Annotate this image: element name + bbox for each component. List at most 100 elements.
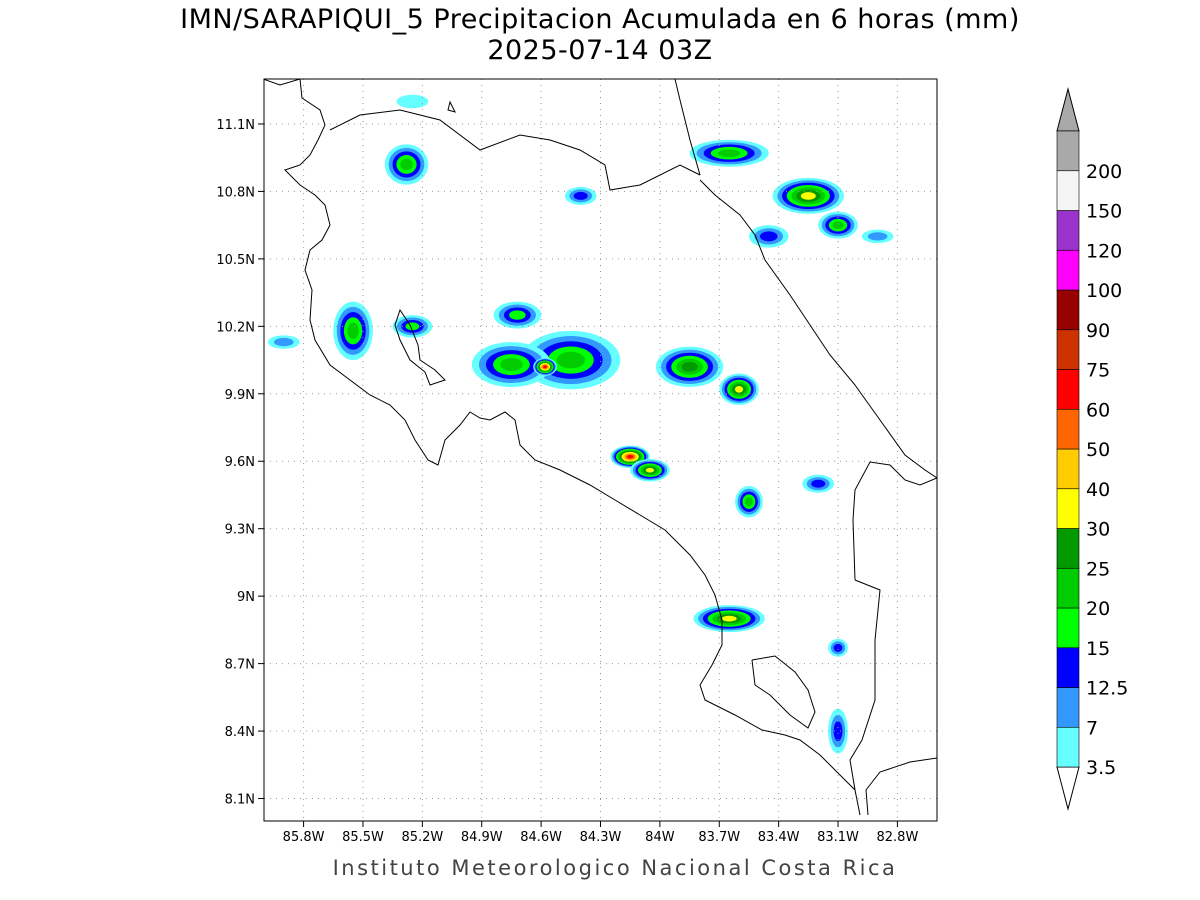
colorbar-label: 12.5 [1086,678,1128,700]
precip-cell [521,330,621,390]
lat-tick-label: 9N [237,590,255,605]
precip-cell [719,373,759,406]
lat-tick-label: 8.7N [225,658,255,673]
precip-contour [833,643,843,652]
colorbar-swatch [1056,408,1080,450]
colorbar: 3.5 7 12.5 15 20 25 30 40 50 60 75 90 100 120 150 200 [1056,87,1128,811]
colorbar-swatch [1056,528,1080,569]
precip-contour [543,365,547,369]
colorbar-label: 50 [1086,439,1110,461]
map-grid [264,79,937,821]
colorbar-label: 150 [1086,201,1122,223]
precip-contour [734,385,744,393]
colorbar-lower-arrow [1056,766,1080,811]
precip-contour [867,232,888,241]
lon-tick-label: 82.8W [877,830,919,845]
precip-cell [630,458,670,482]
colorbar-swatch [1056,289,1080,331]
colorbar-swatch [1056,687,1080,728]
border-panama [849,579,881,791]
coastline-layer [264,79,937,816]
precip-cell [655,346,724,388]
colorbar-label: 20 [1086,598,1110,620]
precip-contour [681,361,698,372]
precip-cell [772,177,844,214]
precip-contour [800,192,816,200]
lon-tick-label: 84.3W [580,830,622,845]
colorbar-swatch [1056,249,1080,291]
precip-cell [828,708,848,754]
colorbar-label: 40 [1086,479,1110,501]
colorbar-label: 90 [1086,320,1110,342]
precip-contour [717,149,741,158]
precip-contour [645,467,655,473]
lat-tick-label: 8.1N [225,793,255,808]
colorbar-label: 200 [1086,161,1122,183]
map-axes: 85.8W 85.5W 85.2W 84.9W 84.6W 84.3W 84W 83.7W 83… [216,118,918,845]
coastline-nicoya-inner [394,308,446,386]
colorbar-swatch [1056,607,1080,649]
precip-contour [721,615,737,622]
precip-contour [832,221,844,230]
lon-tick-label: 83.7W [698,830,740,845]
colorbar-swatch [1056,210,1080,251]
colorbar-swatch [1056,170,1080,211]
precip-cell [384,144,429,185]
precip-cell [861,229,894,244]
colorbar-label: 60 [1086,399,1110,421]
precip-contour [573,191,588,200]
coastline-pacific [284,79,861,816]
map-title: IMN/SARAPIQUI_5 Precipitacion Acumulada … [180,4,1020,35]
colorbar-label: 100 [1086,280,1122,302]
panama-pacific [865,757,937,816]
lon-tick-label: 84W [645,830,675,845]
precip-cell [333,301,373,361]
lon-tick-label: 83.1W [817,830,859,845]
colorbar-swatch [1056,130,1080,172]
precip-contour [833,721,843,742]
precip-contour [400,158,413,171]
colorbar-swatch [1056,647,1080,688]
coastline-caribbean [699,179,937,479]
colorbar-label: 25 [1086,558,1110,580]
precip-contour [627,455,634,459]
precip-contour [509,310,526,320]
lon-tick-label: 84.6W [520,830,562,845]
precip-cell [828,638,848,657]
colorbar-swatch [1056,329,1080,370]
border-nicaragua-north [264,79,301,86]
precip-contour [744,497,753,507]
lon-tick-label: 83.4W [758,830,800,845]
precip-contour [396,94,429,109]
lon-tick-label: 85.8W [283,830,325,845]
precip-cell [533,357,557,376]
precip-contour [500,358,523,371]
precipitation-layer [267,94,894,754]
precip-cell [689,139,769,167]
border-nicaragua [329,109,701,191]
precip-contour [347,322,359,340]
precip-cell [564,186,597,205]
credit-text: Instituto Meteorologico Nacional Costa R… [332,856,898,880]
lon-tick-label: 85.2W [401,830,443,845]
precip-cell [396,94,429,109]
precip-contour [405,322,420,331]
lat-tick-label: 10.8N [216,185,255,200]
lon-tick-label: 85.5W [342,830,384,845]
panama-coast [852,461,937,581]
colorbar-upper-arrow [1056,87,1080,132]
map-timestamp: 2025-07-14 03Z [487,35,713,66]
colorbar-label: 7 [1086,717,1098,739]
colorbar-swatch [1056,488,1080,529]
colorbar-label: 120 [1086,240,1122,262]
precip-cell [471,342,552,388]
lat-tick-label: 9.3N [225,523,255,538]
precip-cell [818,211,858,239]
precip-cell [735,485,763,518]
lat-tick-label: 10.5N [216,253,255,268]
precip-cell [493,301,542,329]
coastline-osa [751,655,816,729]
lat-tick-label: 9.6N [225,455,255,470]
lat-tick-label: 8.4N [225,725,255,740]
